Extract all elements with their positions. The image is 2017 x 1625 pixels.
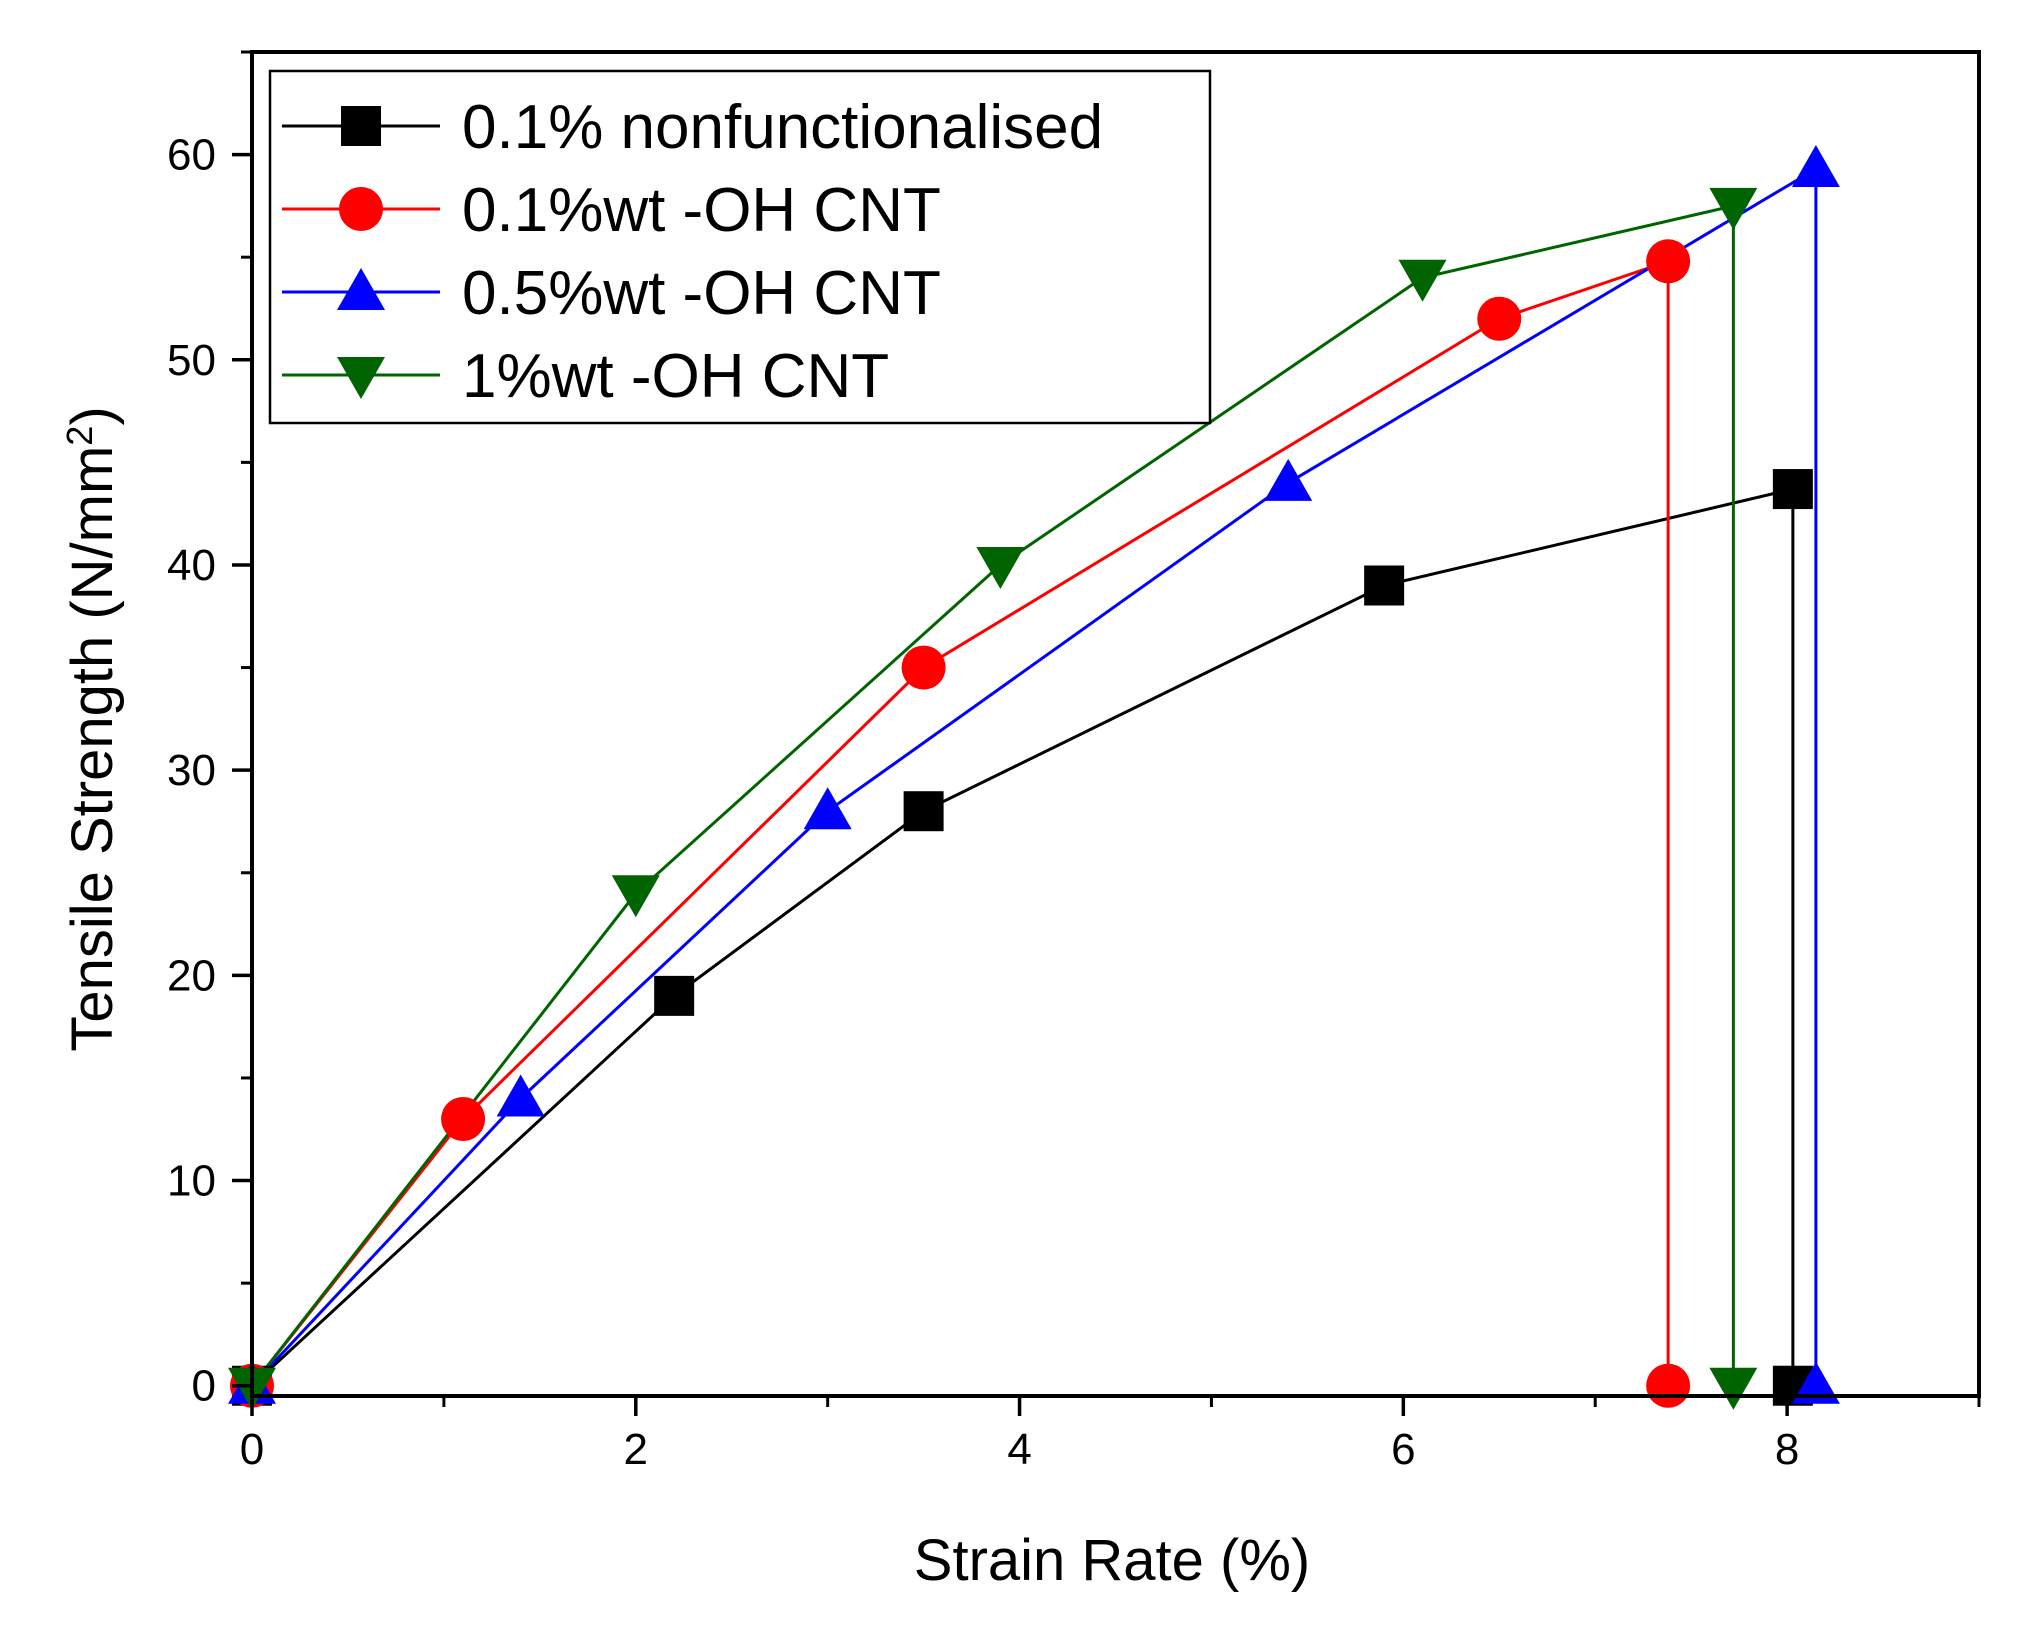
plot-frame [250, 50, 1981, 1398]
series-line-2 [250, 166, 1818, 1387]
series-line-3 [250, 204, 1735, 1387]
legend-label-1: 0.1%wt -OH CNT [462, 176, 941, 245]
axes: 0 2 4 6 8 0 10 20 30 40 50 60 [167, 50, 1981, 1474]
x-tick-label-1: 2 [624, 1425, 648, 1474]
y-axis-title: Tensile Strength (N/mm2) [59, 406, 126, 1051]
legend-marker-1 [339, 187, 383, 231]
data-point-1-2 [901, 645, 946, 690]
data-point-3-2 [976, 546, 1025, 589]
x-tick-label-2: 4 [1007, 1425, 1031, 1474]
data-point-2-5 [1791, 1361, 1840, 1404]
x-tick-label-0: 0 [240, 1425, 264, 1474]
x-axis-title: Strain Rate (%) [914, 1528, 1310, 1593]
legend-label-2: 0.5%wt -OH CNT [462, 259, 941, 328]
legend: 0.1% nonfunctionalised 0.1%wt -OH CNT 0.5%… [268, 69, 1212, 425]
data-point-3-3 [1398, 259, 1447, 302]
series-line-0 [250, 487, 1795, 1387]
y-tick-label-3: 30 [167, 746, 216, 795]
series-line-1 [250, 259, 1670, 1387]
data-point-0-3 [1364, 565, 1405, 606]
data-point-0-4 [1772, 469, 1813, 510]
data-point-1-5 [1646, 1363, 1691, 1408]
data-point-0-2 [903, 791, 944, 832]
data-point-1-3 [1477, 296, 1522, 341]
x-tick-label-4: 8 [1775, 1425, 1799, 1474]
legend-marker-0 [341, 106, 381, 146]
y-axis-title-main: Tensile Strength (N/mm [60, 446, 125, 1052]
y-tick-label-2: 20 [167, 951, 216, 1000]
data-point-2-1 [496, 1074, 545, 1117]
y-tick-label-0: 0 [192, 1362, 216, 1411]
legend-marker-2 [337, 268, 385, 310]
data-point-2-4 [1791, 144, 1840, 187]
y-tick-label-6: 60 [167, 131, 216, 180]
legend-label-0: 0.1% nonfunctionalised [462, 93, 1103, 162]
data-point-1-4 [1646, 239, 1691, 284]
legend-marker-3 [337, 357, 385, 399]
x-tick-label-3: 6 [1391, 1425, 1415, 1474]
data-point-3-1 [611, 875, 660, 918]
plot-area [228, 144, 1840, 1410]
data-point-3-4 [1709, 187, 1758, 230]
data-point-2-2 [803, 787, 852, 830]
y-tick-label-1: 10 [167, 1157, 216, 1206]
y-tick-label-5: 50 [167, 336, 216, 385]
data-point-3-5 [1709, 1367, 1758, 1410]
legend-box [268, 69, 1212, 425]
data-point-0-1 [654, 975, 695, 1016]
y-axis-title-end: ) [60, 406, 125, 425]
y-axis-title-superscript: 2 [59, 426, 100, 446]
legend-label-3: 1%wt -OH CNT [462, 342, 889, 411]
data-point-2-3 [1264, 458, 1313, 501]
data-point-1-1 [441, 1096, 486, 1141]
y-tick-label-4: 40 [167, 541, 216, 590]
